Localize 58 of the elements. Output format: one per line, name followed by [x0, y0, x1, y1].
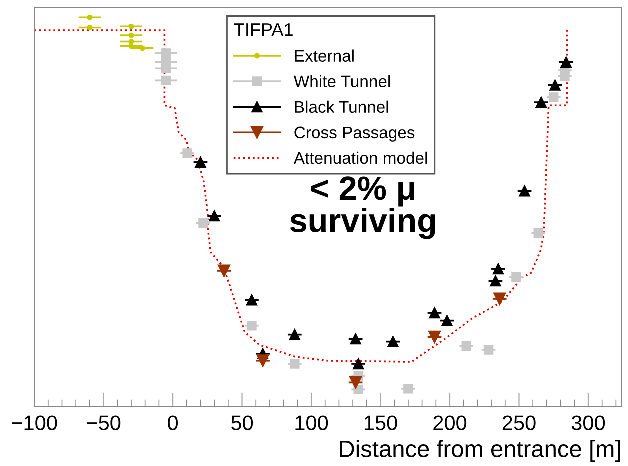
- point: [350, 334, 362, 345]
- point: [195, 156, 206, 168]
- x-tick-label: 150: [364, 416, 398, 430]
- point: [128, 24, 134, 30]
- point: [428, 330, 442, 344]
- legend-title: TIFPA1: [234, 24, 293, 36]
- point: [536, 96, 547, 108]
- point: [549, 92, 559, 102]
- point: [442, 315, 453, 326]
- point: [492, 263, 504, 275]
- point: [247, 321, 257, 331]
- point: [256, 354, 270, 368]
- point: [128, 39, 134, 45]
- x-tick-label: 0: [168, 416, 178, 430]
- x-tick-label: 100: [296, 416, 328, 430]
- legend-label: Black Tunnel: [295, 100, 388, 114]
- point: [290, 359, 300, 369]
- point: [462, 341, 472, 351]
- point: [429, 307, 440, 319]
- point: [140, 46, 146, 52]
- x-axis-title: Distance from entrance [m]: [340, 440, 620, 462]
- point: [353, 358, 364, 370]
- point: [484, 345, 494, 355]
- x-tick-label: 250: [502, 416, 536, 430]
- point: [550, 80, 561, 91]
- point: [350, 376, 362, 389]
- point: [512, 272, 522, 282]
- point: [87, 24, 93, 31]
- legend-label: Cross Passages: [294, 126, 415, 142]
- x-tick-label: −100: [12, 416, 58, 430]
- point: [534, 228, 544, 238]
- annotation: < 2% μ surviving: [290, 176, 436, 240]
- point: [198, 218, 208, 228]
- point: [161, 76, 171, 86]
- legend-label: White Tunnel: [294, 75, 390, 88]
- x-tick-label: 50: [232, 416, 254, 430]
- x-tick-label: −50: [87, 416, 121, 430]
- point: [404, 384, 414, 394]
- point: [560, 56, 572, 68]
- point: [218, 264, 231, 278]
- x-tick-label: 300: [572, 416, 606, 430]
- point: [246, 294, 258, 306]
- point: [519, 186, 530, 197]
- point: [161, 48, 171, 58]
- point: [161, 64, 171, 74]
- point: [128, 32, 134, 38]
- point: [182, 148, 192, 158]
- x-tick-label: 200: [434, 416, 467, 430]
- point: [560, 72, 570, 82]
- point: [128, 44, 134, 50]
- point: [87, 14, 93, 20]
- point: [490, 276, 502, 287]
- point: [289, 329, 300, 340]
- point: [388, 336, 399, 348]
- legend-label: Attenuation model: [294, 152, 428, 164]
- point: [209, 210, 220, 222]
- legend-label: External: [295, 50, 354, 62]
- point: [494, 292, 506, 306]
